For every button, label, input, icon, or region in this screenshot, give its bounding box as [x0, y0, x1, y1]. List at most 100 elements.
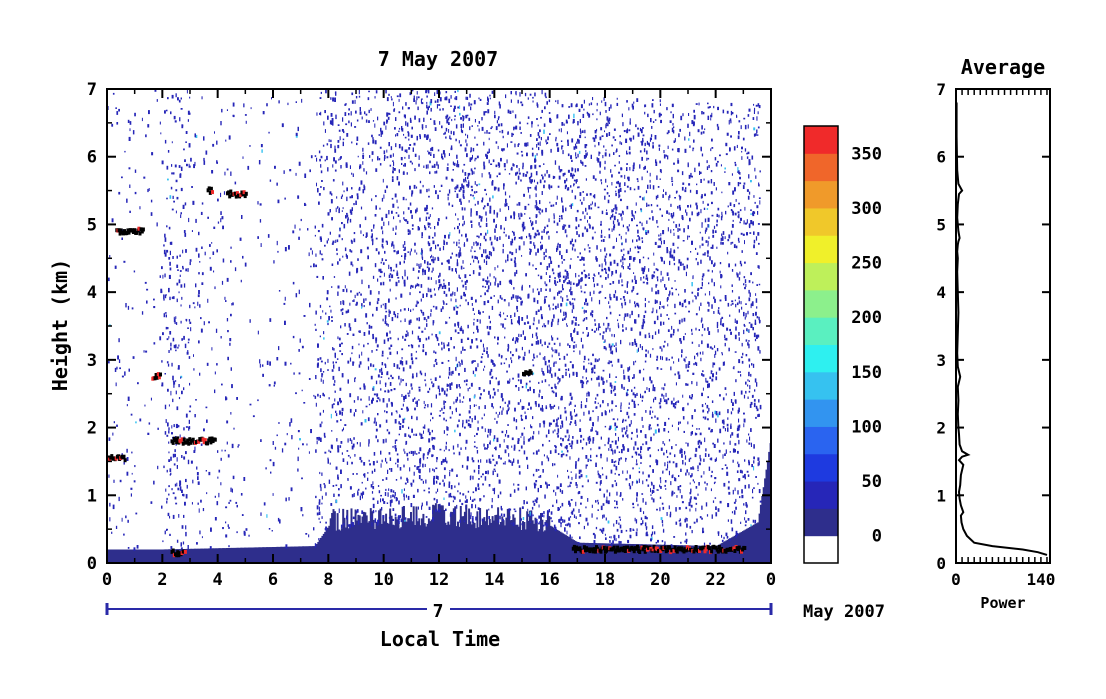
echo-pixel: [179, 484, 181, 487]
echo-pixel: [236, 531, 238, 534]
echo-pixel: [420, 298, 422, 302]
echo-pixel: [357, 258, 359, 261]
echo-pixel: [539, 262, 542, 265]
echo-pixel: [424, 271, 426, 275]
echo-pixel: [309, 302, 311, 308]
echo-pixel: [327, 167, 329, 172]
echo-pixel: [320, 111, 322, 116]
echo-pixel: [533, 356, 536, 359]
echo-pixel: [526, 456, 528, 460]
echo-pixel: [542, 469, 544, 473]
echo-pixel: [309, 169, 311, 173]
echo-pixel: [329, 305, 331, 308]
echo-pixel: [487, 300, 490, 303]
echo-pixel: [349, 218, 352, 223]
echo-pixel: [548, 384, 550, 387]
echo-pixel: [487, 428, 489, 433]
echo-pixel: [381, 258, 384, 262]
echo-pixel: [644, 104, 646, 108]
echo-pixel: [548, 364, 550, 368]
echo-pixel: [564, 410, 567, 414]
echo-pixel: [404, 318, 406, 322]
echo-pixel: [500, 362, 503, 365]
echo-pixel: [325, 521, 327, 524]
echo-pixel: [428, 438, 431, 443]
echo-pixel: [539, 339, 542, 344]
echo-pixel: [471, 125, 473, 127]
echo-pixel: [332, 375, 335, 380]
echo-pixel: [448, 122, 450, 125]
echo-pixel: [327, 459, 329, 464]
echo-pixel: [163, 298, 165, 301]
echo-pixel: [510, 141, 513, 143]
echo-pixel: [497, 162, 500, 166]
echo-column: [585, 542, 588, 563]
echo-pixel: [571, 189, 573, 193]
echo-pixel: [361, 279, 363, 285]
echo-pixel: [392, 166, 394, 171]
echo-pixel: [167, 150, 170, 153]
echo-pixel: [488, 256, 490, 260]
echo-pixel: [335, 207, 337, 213]
echo-pixel: [437, 244, 439, 247]
echo-pixel: [534, 154, 537, 160]
echo-pixel: [466, 153, 468, 158]
echo-pixel: [627, 389, 629, 391]
echo-pixel: [322, 371, 325, 373]
echo-pixel: [434, 257, 436, 261]
echo-column: [542, 531, 545, 563]
echo-pixel: [540, 407, 542, 411]
echo-column: [701, 545, 704, 563]
echo-pixel: [576, 486, 578, 489]
echo-pixel: [612, 418, 615, 421]
echo-pixel: [457, 363, 459, 367]
echo-pixel: [131, 307, 134, 310]
echo-pixel: [182, 493, 184, 496]
echo-column: [477, 527, 480, 563]
echo-pixel: [433, 163, 436, 168]
echo-pixel: [454, 115, 456, 117]
echo-pixel: [188, 217, 190, 223]
echo-pixel: [571, 510, 574, 515]
echo-pixel: [243, 531, 246, 536]
echo-pixel: [330, 309, 332, 313]
echo-pixel: [403, 260, 405, 264]
echo-pixel: [341, 194, 343, 197]
echo-pixel: [551, 321, 553, 326]
echo-pixel: [342, 181, 344, 186]
echo-pixel: [539, 129, 541, 133]
echo-pixel: [388, 93, 390, 96]
echo-pixel: [428, 432, 431, 436]
echo-pixel: [574, 322, 577, 326]
echo-pixel: [633, 446, 635, 451]
echo-pixel: [382, 303, 384, 306]
echo-pixel: [182, 541, 185, 545]
echo-pixel: [445, 445, 447, 450]
echo-pixel: [371, 491, 374, 494]
echo-pixel: [493, 211, 495, 215]
echo-pixel: [318, 511, 321, 515]
echo-pixel: [380, 133, 382, 137]
echo-pixel: [595, 454, 598, 458]
echo-pixel: [433, 497, 436, 501]
echo-pixel: [561, 420, 564, 425]
echo-pixel: [523, 500, 525, 505]
echo-pixel: [488, 159, 490, 164]
echo-pixel: [483, 495, 485, 498]
echo-pixel: [417, 466, 420, 468]
echo-pixel: [624, 431, 627, 435]
echo-pixel: [370, 484, 373, 488]
echo-pixel: [454, 227, 456, 230]
echo-pixel: [386, 332, 388, 337]
echo-pixel: [164, 110, 166, 114]
echo-pixel: [660, 486, 662, 489]
echo-pixel: [388, 298, 390, 303]
echo-pixel: [453, 496, 456, 500]
echo-pixel: [412, 373, 414, 377]
echo-pixel: [618, 279, 620, 284]
echo-pixel: [489, 394, 491, 399]
echo-pixel: [458, 482, 460, 486]
echo-pixel: [445, 441, 447, 445]
echo-pixel: [371, 399, 373, 404]
echo-column: [487, 525, 490, 563]
